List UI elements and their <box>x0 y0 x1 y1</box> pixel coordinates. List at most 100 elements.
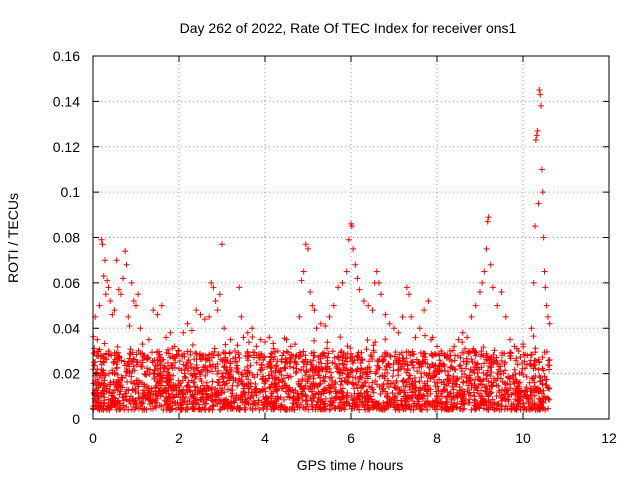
data-point <box>402 401 409 408</box>
data-point <box>240 385 247 392</box>
data-point <box>516 379 523 386</box>
data-point <box>207 363 214 370</box>
data-point <box>542 406 549 413</box>
data-point <box>467 392 474 399</box>
data-point <box>497 375 504 382</box>
data-point <box>502 396 509 403</box>
grid-lines <box>93 56 609 419</box>
data-point <box>257 388 264 395</box>
data-point <box>273 365 280 372</box>
data-point <box>298 277 305 284</box>
data-point <box>472 352 479 359</box>
data-point <box>114 371 121 378</box>
data-point <box>337 381 344 388</box>
data-point <box>118 381 125 388</box>
data-point <box>190 379 197 386</box>
data-point <box>398 363 405 370</box>
data-point <box>297 351 304 358</box>
data-point <box>486 385 493 392</box>
data-point <box>523 373 530 380</box>
data-point <box>221 363 228 370</box>
data-point <box>543 302 550 309</box>
data-point <box>302 241 309 248</box>
data-point <box>180 386 187 393</box>
data-point <box>270 401 277 408</box>
data-point <box>448 394 455 401</box>
data-point <box>367 393 374 400</box>
data-point <box>127 351 134 358</box>
data-point <box>96 302 103 309</box>
data-point <box>412 379 419 386</box>
data-point <box>431 379 438 386</box>
data-point <box>523 406 530 413</box>
data-point <box>205 384 212 391</box>
data-point <box>194 384 201 391</box>
data-point <box>323 345 330 352</box>
data-point <box>358 349 365 356</box>
data-point <box>508 406 515 413</box>
data-point <box>214 401 221 408</box>
data-point <box>206 313 213 320</box>
data-point <box>342 355 349 362</box>
data-point <box>524 395 531 402</box>
data-point <box>120 394 127 401</box>
chart-title: Day 262 of 2022, Rate Of TEC Index for r… <box>180 20 517 36</box>
data-point <box>457 354 464 361</box>
data-point <box>144 356 151 363</box>
data-point <box>188 327 195 334</box>
data-point <box>284 393 291 400</box>
data-point <box>210 403 217 410</box>
data-point <box>94 395 101 402</box>
data-point <box>236 284 243 291</box>
data-point <box>102 257 109 264</box>
data-point <box>234 382 241 389</box>
data-point <box>218 389 225 396</box>
data-point <box>121 358 128 365</box>
data-point <box>121 362 128 369</box>
data-point <box>520 341 526 348</box>
data-point <box>106 351 113 358</box>
data-point <box>160 375 167 382</box>
data-point <box>277 394 284 401</box>
data-point <box>260 404 267 411</box>
data-point <box>132 387 139 394</box>
data-point <box>474 361 481 368</box>
data-point <box>107 298 114 305</box>
data-point <box>183 401 190 408</box>
data-point <box>535 366 542 373</box>
data-point <box>307 288 314 295</box>
data-point <box>416 364 423 371</box>
data-point <box>530 279 537 286</box>
data-point <box>139 363 146 370</box>
data-point <box>504 374 511 381</box>
data-point <box>159 389 166 396</box>
data-point <box>383 401 390 408</box>
data-point <box>391 394 398 401</box>
data-point <box>392 349 399 356</box>
data-point <box>257 366 264 373</box>
data-point <box>439 399 446 406</box>
data-point <box>441 387 448 394</box>
data-point <box>489 284 496 291</box>
data-point <box>182 362 189 369</box>
data-point <box>407 386 414 393</box>
data-point <box>266 358 273 365</box>
data-point <box>289 386 296 393</box>
data-point <box>432 397 439 404</box>
data-point <box>298 401 305 408</box>
data-point <box>258 361 265 368</box>
y-axis-title: ROTI / TECUs <box>5 193 21 283</box>
data-point <box>124 378 131 385</box>
data-point <box>92 369 99 376</box>
data-point <box>433 403 440 410</box>
data-point <box>302 382 309 389</box>
data-point <box>278 385 285 392</box>
data-point <box>464 334 471 341</box>
data-point <box>311 337 318 344</box>
data-point <box>171 343 178 350</box>
data-point <box>267 384 274 391</box>
data-point <box>238 371 245 378</box>
data-point <box>349 405 356 412</box>
data-point <box>249 406 256 413</box>
data-point <box>290 364 297 371</box>
